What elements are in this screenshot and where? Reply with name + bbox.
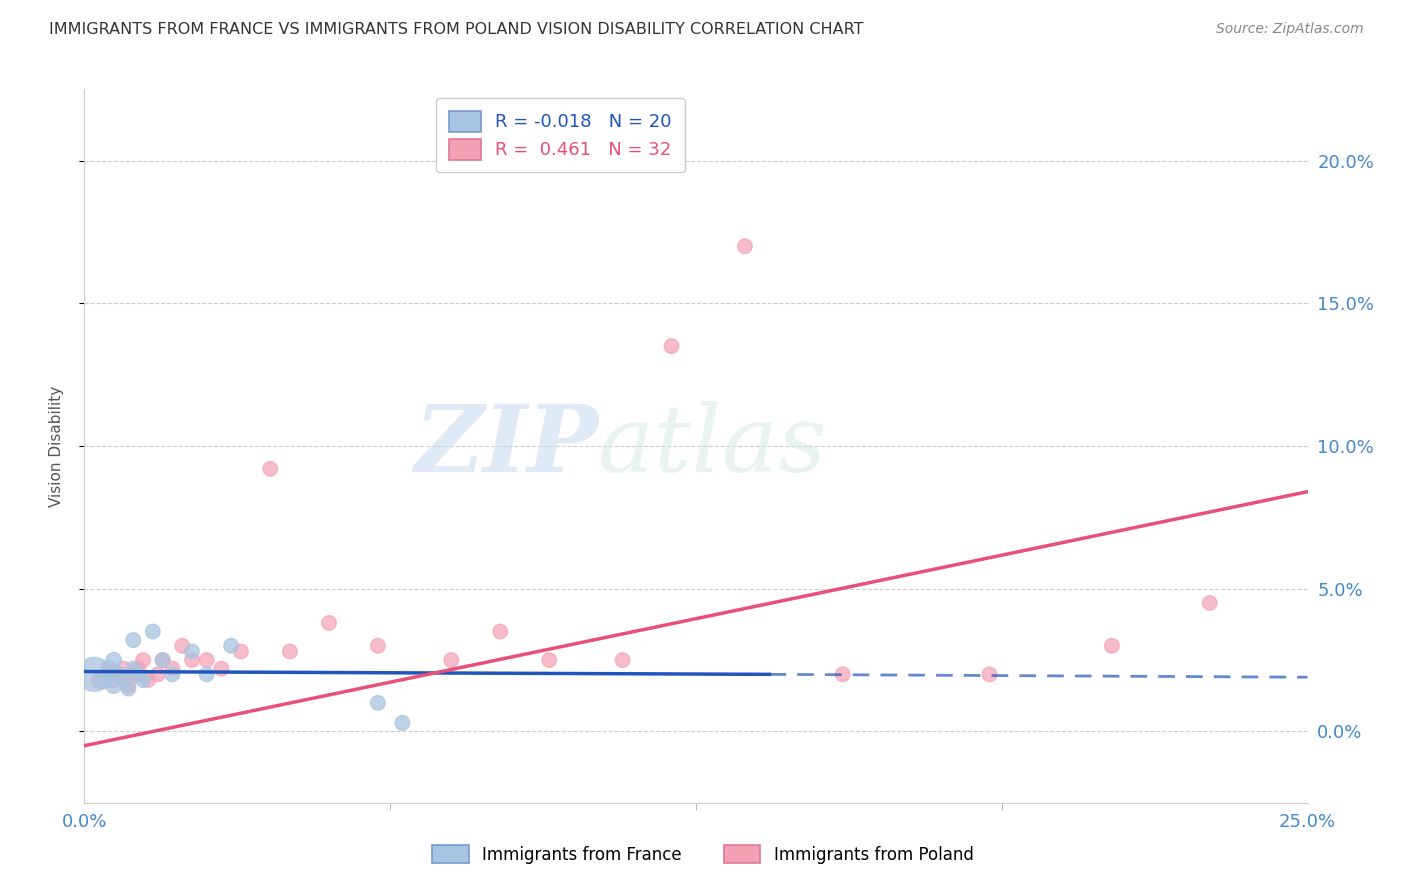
Point xyxy=(122,633,145,648)
Point xyxy=(318,615,340,630)
Point xyxy=(97,662,120,676)
Point xyxy=(152,653,174,667)
Point xyxy=(142,624,165,639)
Point xyxy=(1198,596,1220,610)
Point xyxy=(979,667,1001,681)
Text: Source: ZipAtlas.com: Source: ZipAtlas.com xyxy=(1216,22,1364,37)
Point xyxy=(87,673,110,687)
Point xyxy=(103,679,125,693)
Point xyxy=(612,653,634,667)
Point xyxy=(831,667,853,681)
Point xyxy=(391,715,413,730)
Point xyxy=(195,653,218,667)
Point xyxy=(112,673,135,687)
Point xyxy=(122,667,145,681)
Point xyxy=(1101,639,1123,653)
Point xyxy=(734,239,756,253)
Point xyxy=(103,673,125,687)
Point xyxy=(278,644,301,658)
Point xyxy=(162,667,184,681)
Point xyxy=(152,653,174,667)
Point xyxy=(181,653,204,667)
Point xyxy=(117,679,139,693)
Point xyxy=(107,667,129,681)
Point xyxy=(229,644,252,658)
Point xyxy=(181,644,204,658)
Point xyxy=(93,673,115,687)
Point xyxy=(97,662,120,676)
Point xyxy=(107,667,129,681)
Point xyxy=(127,662,149,676)
Point xyxy=(83,667,105,681)
Point xyxy=(219,639,242,653)
Point xyxy=(661,339,683,353)
Point xyxy=(136,673,159,687)
Legend: Immigrants from France, Immigrants from Poland: Immigrants from France, Immigrants from … xyxy=(426,838,980,871)
Text: IMMIGRANTS FROM FRANCE VS IMMIGRANTS FROM POLAND VISION DISABILITY CORRELATION C: IMMIGRANTS FROM FRANCE VS IMMIGRANTS FRO… xyxy=(49,22,863,37)
Y-axis label: Vision Disability: Vision Disability xyxy=(49,385,63,507)
Text: atlas: atlas xyxy=(598,401,828,491)
Point xyxy=(172,639,194,653)
Point xyxy=(132,653,155,667)
Text: ZIP: ZIP xyxy=(413,401,598,491)
Legend: R = -0.018   N = 20, R =  0.461   N = 32: R = -0.018 N = 20, R = 0.461 N = 32 xyxy=(436,98,685,172)
Point xyxy=(195,667,218,681)
Point xyxy=(162,662,184,676)
Point xyxy=(146,667,169,681)
Point xyxy=(127,667,149,681)
Point xyxy=(122,662,145,676)
Point xyxy=(132,673,155,687)
Point xyxy=(209,662,232,676)
Point xyxy=(538,653,561,667)
Point xyxy=(117,681,139,696)
Point xyxy=(489,624,512,639)
Point xyxy=(440,653,463,667)
Point xyxy=(367,696,389,710)
Point xyxy=(103,653,125,667)
Point xyxy=(367,639,389,653)
Point xyxy=(112,662,135,676)
Point xyxy=(259,462,281,476)
